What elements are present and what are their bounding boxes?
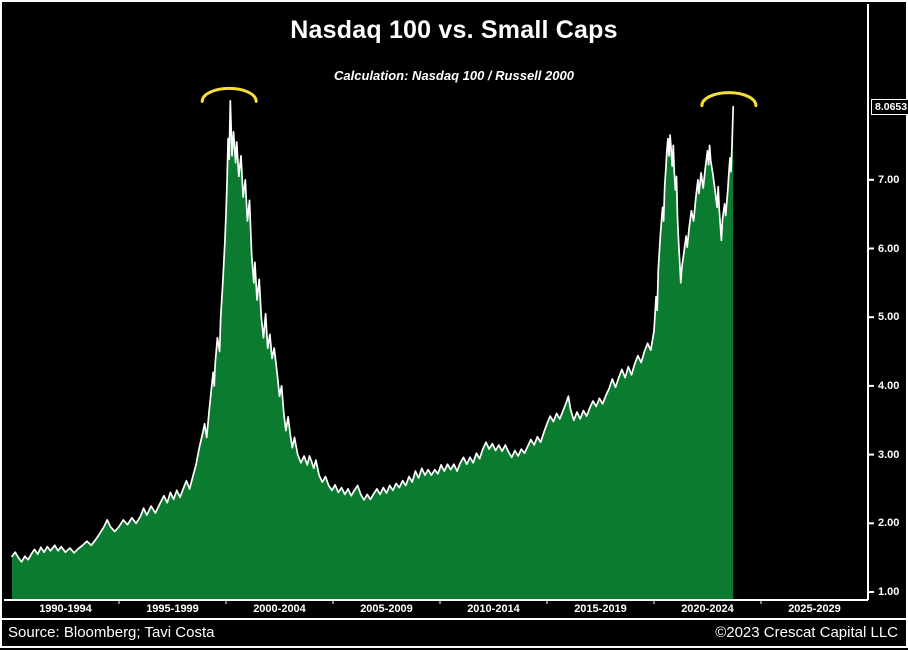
y-axis-tick-label: 7.00 xyxy=(878,173,900,186)
y-axis-tick-label: 6.00 xyxy=(878,242,900,255)
x-axis-tick-label: 2025-2029 xyxy=(788,603,841,615)
source-credit: Source: Bloomberg; Tavi Costa xyxy=(8,623,215,641)
chart-subtitle: Calculation: Nasdaq 100 / Russell 2000 xyxy=(334,68,574,83)
peak-highlight-arc xyxy=(200,86,258,103)
x-axis-tick-label: 2010-2014 xyxy=(467,603,520,615)
peak-highlight-arc xyxy=(700,91,758,108)
peak-highlight-arcs xyxy=(200,86,758,108)
y-axis-tick-label: 5.00 xyxy=(878,311,900,324)
chart-title: Nasdaq 100 vs. Small Caps xyxy=(290,16,618,44)
x-axis-tick-label: 2015-2019 xyxy=(574,603,627,615)
current-value-label: 8.0653 xyxy=(871,98,908,115)
ratio-area-series xyxy=(12,100,734,601)
x-axis-tick-label: 1990-1994 xyxy=(39,603,92,615)
y-axis-tick-label: 2.00 xyxy=(878,517,900,530)
ratio-line-series xyxy=(11,99,735,563)
y-axis-tick-label: 3.00 xyxy=(878,448,900,461)
x-axis-tick-label: 1995-1999 xyxy=(146,603,199,615)
copyright-notice: ©2023 Crescat Capital LLC xyxy=(715,623,898,641)
x-axis-tick-label: 2020-2024 xyxy=(681,603,734,615)
footer-bar: Source: Bloomberg; Tavi Costa ©2023 Cres… xyxy=(2,618,906,646)
x-axis-tick-label: 2000-2004 xyxy=(253,603,306,615)
y-axis-tick-label: 1.00 xyxy=(878,586,900,598)
y-axis-tick-label: 4.00 xyxy=(878,379,900,392)
axis-ticks xyxy=(118,178,874,604)
x-axis-tick-label: 2005-2009 xyxy=(360,603,413,615)
